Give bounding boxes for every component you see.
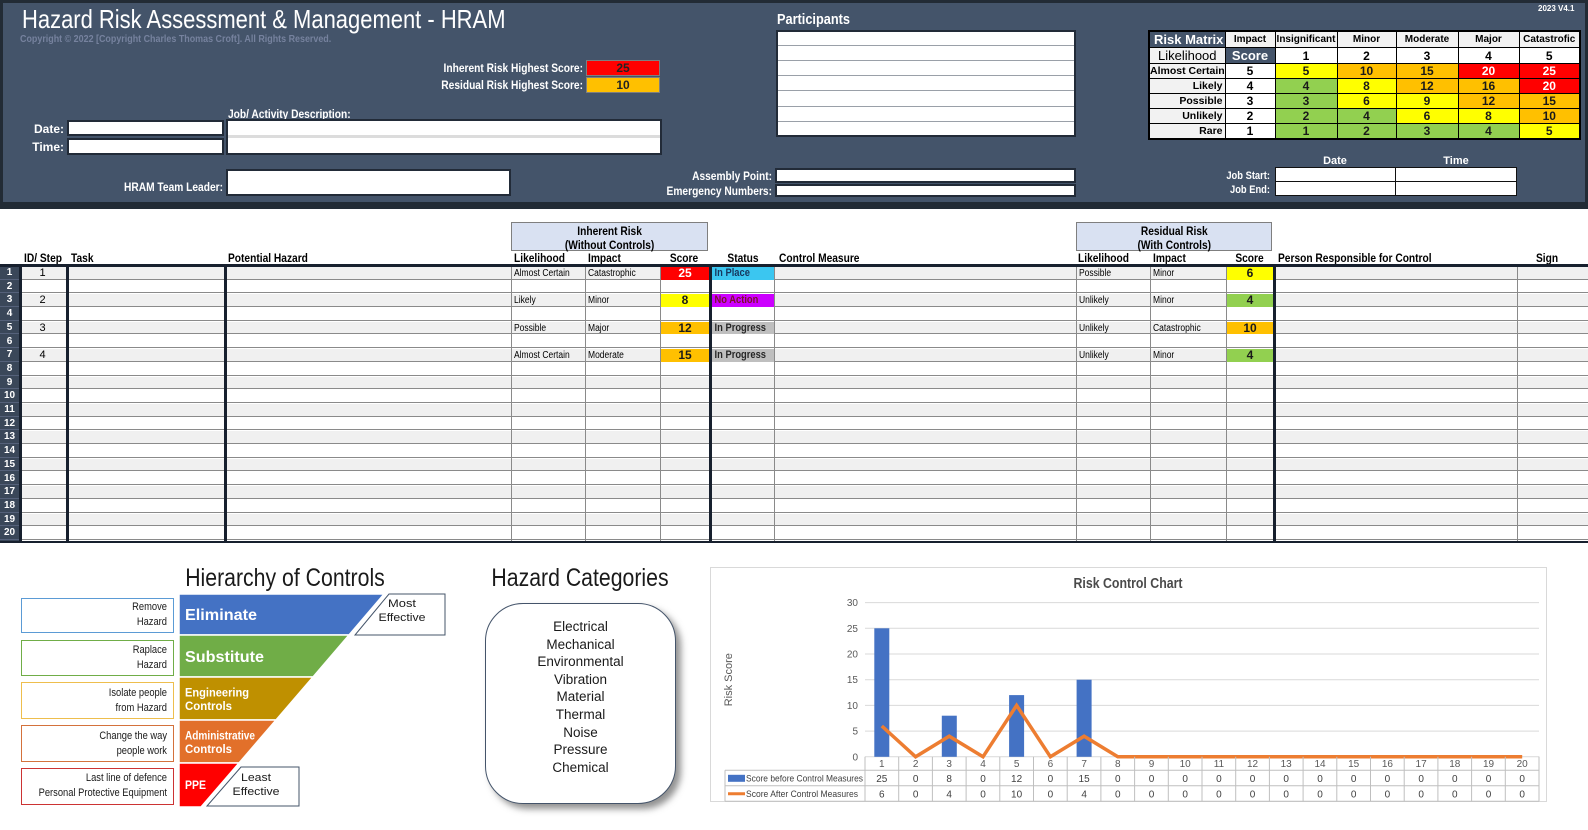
- svg-text:15: 15: [1079, 774, 1091, 785]
- svg-text:0: 0: [1048, 789, 1054, 800]
- svg-text:0: 0: [1452, 789, 1458, 800]
- svg-text:3: 3: [946, 759, 952, 770]
- svg-text:Administrative: Administrative: [185, 731, 255, 743]
- svg-text:11: 11: [1214, 759, 1225, 770]
- svg-text:0: 0: [1418, 789, 1424, 800]
- svg-text:0: 0: [1385, 774, 1391, 785]
- svg-text:Effective: Effective: [233, 786, 280, 798]
- svg-text:Risk Control Chart: Risk Control Chart: [1074, 576, 1183, 592]
- svg-text:0: 0: [1519, 774, 1525, 785]
- svg-text:0: 0: [1519, 789, 1525, 800]
- svg-text:0: 0: [1452, 774, 1458, 785]
- svg-text:18: 18: [1449, 759, 1461, 770]
- svg-text:10: 10: [1011, 789, 1023, 800]
- svg-text:15: 15: [847, 675, 859, 686]
- svg-text:4: 4: [980, 759, 986, 770]
- svg-text:12: 12: [1247, 759, 1259, 770]
- svg-text:0: 0: [913, 774, 919, 785]
- svg-text:0: 0: [1351, 774, 1357, 785]
- svg-text:Eliminate: Eliminate: [185, 607, 257, 624]
- svg-text:0: 0: [1317, 774, 1323, 785]
- svg-text:0: 0: [1317, 789, 1323, 800]
- svg-text:13: 13: [1281, 759, 1293, 770]
- svg-text:14: 14: [1314, 759, 1326, 770]
- svg-text:Substitute: Substitute: [185, 649, 264, 666]
- svg-text:2: 2: [913, 759, 919, 770]
- svg-text:8: 8: [946, 774, 952, 785]
- svg-text:20: 20: [1517, 759, 1529, 770]
- svg-text:0: 0: [852, 752, 858, 763]
- svg-text:Most: Most: [388, 598, 416, 610]
- svg-text:30: 30: [847, 598, 859, 609]
- svg-text:0: 0: [1115, 774, 1121, 785]
- svg-text:0: 0: [1283, 774, 1289, 785]
- svg-text:5: 5: [852, 727, 858, 738]
- svg-text:0: 0: [1250, 774, 1256, 785]
- svg-text:Controls: Controls: [185, 744, 232, 756]
- svg-text:0: 0: [1115, 789, 1121, 800]
- svg-text:Controls: Controls: [185, 701, 232, 713]
- svg-text:6: 6: [1048, 759, 1054, 770]
- svg-text:Score before Control Measures: Score before Control Measures: [746, 773, 863, 784]
- svg-text:Risk Score: Risk Score: [723, 653, 735, 706]
- svg-text:0: 0: [1182, 774, 1188, 785]
- svg-text:9: 9: [1149, 759, 1155, 770]
- svg-text:0: 0: [1149, 789, 1155, 800]
- svg-text:0: 0: [980, 774, 986, 785]
- svg-text:0: 0: [1486, 774, 1492, 785]
- svg-text:19: 19: [1483, 759, 1495, 770]
- svg-text:20: 20: [847, 650, 859, 661]
- svg-text:Effective: Effective: [379, 612, 426, 624]
- svg-text:0: 0: [1216, 774, 1222, 785]
- svg-text:0: 0: [980, 789, 986, 800]
- svg-text:0: 0: [1418, 774, 1424, 785]
- svg-text:0: 0: [1149, 774, 1155, 785]
- svg-text:6: 6: [879, 789, 885, 800]
- svg-text:0: 0: [1250, 789, 1256, 800]
- svg-text:12: 12: [1011, 774, 1023, 785]
- svg-text:10: 10: [1180, 759, 1192, 770]
- svg-text:1: 1: [879, 759, 885, 770]
- svg-text:15: 15: [1348, 759, 1360, 770]
- svg-text:0: 0: [1216, 789, 1222, 800]
- svg-text:0: 0: [1283, 789, 1289, 800]
- svg-text:0: 0: [1351, 789, 1357, 800]
- svg-text:25: 25: [876, 774, 888, 785]
- svg-text:0: 0: [1385, 789, 1391, 800]
- svg-text:25: 25: [847, 624, 859, 635]
- svg-text:Engineering: Engineering: [185, 688, 249, 700]
- svg-text:16: 16: [1382, 759, 1394, 770]
- svg-text:Score After Control Measures: Score After Control Measures: [746, 789, 858, 800]
- svg-text:10: 10: [847, 701, 859, 712]
- svg-text:0: 0: [913, 789, 919, 800]
- svg-text:4: 4: [946, 789, 952, 800]
- svg-text:8: 8: [1115, 759, 1121, 770]
- svg-text:0: 0: [1182, 789, 1188, 800]
- svg-text:PPE: PPE: [185, 780, 206, 792]
- svg-text:17: 17: [1416, 759, 1428, 770]
- svg-text:4: 4: [1081, 789, 1087, 800]
- svg-text:5: 5: [1014, 759, 1020, 770]
- svg-text:0: 0: [1486, 789, 1492, 800]
- svg-text:7: 7: [1081, 759, 1087, 770]
- svg-text:Least: Least: [241, 772, 271, 784]
- svg-text:0: 0: [1048, 774, 1054, 785]
